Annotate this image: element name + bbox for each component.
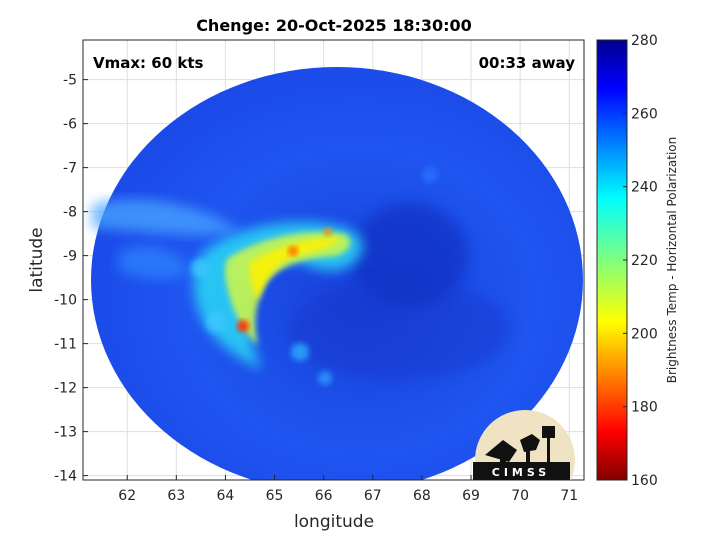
colorbar-tick-label: 260	[631, 106, 658, 122]
swath-disc	[91, 67, 583, 480]
convective-cell	[324, 228, 332, 236]
cloud-cell	[318, 371, 332, 385]
colorbar-tick-label: 220	[631, 253, 658, 269]
y-tick-label: -14	[54, 469, 77, 485]
cloud-cell	[422, 167, 438, 183]
haze-band	[92, 199, 240, 235]
y-tick-label: -9	[63, 249, 77, 265]
cimss-logo: CIMSS	[473, 410, 575, 480]
cloud-cell	[191, 259, 209, 277]
x-tick-label: 63	[167, 488, 185, 504]
x-tick-label: 64	[217, 488, 235, 504]
colorbar-tick-label: 240	[631, 180, 658, 196]
colorbar-tick-label: 280	[631, 33, 658, 49]
y-tick-label: -10	[54, 293, 77, 309]
rainband-peak	[249, 237, 340, 300]
y-axis-label: latitude	[27, 227, 47, 292]
y-tick-label: -12	[54, 381, 77, 397]
x-tick-label: 65	[266, 488, 284, 504]
y-tick-label: -8	[63, 205, 77, 221]
convective-cell	[288, 246, 298, 256]
chart-title: Chenge: 20-Oct-2025 18:30:00	[196, 16, 472, 35]
logo-wordmark: CIMSS	[492, 466, 550, 479]
time-offset-annotation: 00:33 away	[479, 54, 576, 72]
cloud-cell	[206, 312, 226, 332]
y-axis-ticks: -5 -6 -7 -8 -9 -10 -11 -12 -13 -14	[54, 73, 88, 485]
cloud-cell	[291, 343, 309, 361]
haze-patch	[118, 246, 190, 280]
outer-band	[290, 280, 510, 380]
x-tick-label: 68	[413, 488, 431, 504]
axes-frame	[82, 39, 585, 481]
x-tick-label: 71	[560, 488, 578, 504]
colorbar-ticks: 160 180 200 220 240 260 280	[623, 33, 658, 489]
colorbar	[596, 39, 628, 481]
y-tick-label: -13	[54, 425, 77, 441]
x-tick-label: 66	[315, 488, 333, 504]
colorbar-tick-label: 180	[631, 400, 658, 416]
colorbar-tick-label: 160	[631, 473, 658, 489]
x-axis-label: longitude	[294, 512, 374, 532]
x-axis-ticks: 62 63 64 65 66 67 68 69 70 71	[118, 475, 578, 504]
vmax-annotation: Vmax: 60 kts	[93, 54, 203, 72]
x-tick-label: 67	[364, 488, 382, 504]
y-tick-label: -6	[63, 117, 77, 133]
colorbar-label: Brightness Temp - Horizontal Polarizatio…	[665, 137, 679, 384]
y-tick-label: -7	[63, 161, 77, 177]
x-tick-label: 62	[118, 488, 136, 504]
y-tick-label: -5	[63, 73, 77, 89]
colorbar-tick-label: 200	[631, 326, 658, 342]
x-tick-label: 70	[511, 488, 529, 504]
brightness-temp-swath	[91, 67, 583, 480]
convective-cell	[237, 320, 249, 332]
x-tick-label: 69	[462, 488, 480, 504]
y-tick-label: -11	[54, 337, 77, 353]
